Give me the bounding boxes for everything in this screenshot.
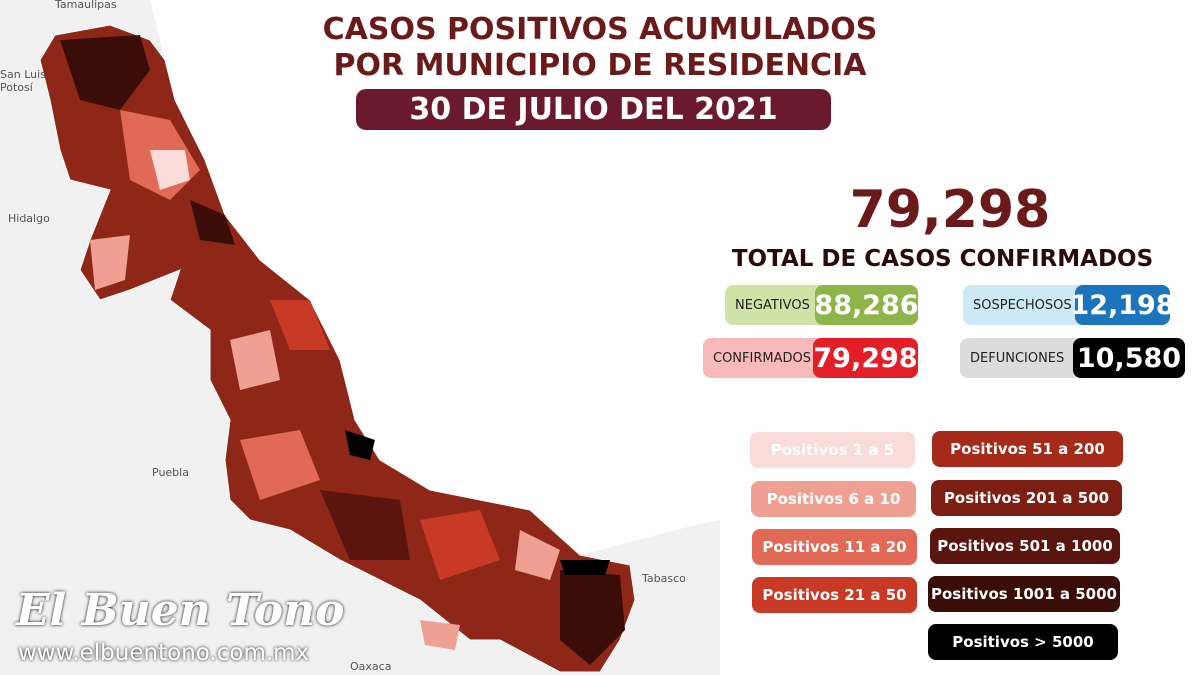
region bbox=[150, 150, 190, 190]
date-banner: 30 DE JULIO DEL 2021 bbox=[356, 89, 831, 130]
region bbox=[240, 430, 320, 500]
map-label: San Luis bbox=[0, 68, 46, 81]
title-line: POR MUNICIPIO DE RESIDENCIA bbox=[333, 48, 867, 83]
region bbox=[345, 430, 375, 460]
title-line: CASOS POSITIVOS ACUMULADOS bbox=[322, 12, 878, 47]
legend-item: Positivos 51 a 200 bbox=[932, 431, 1123, 467]
region bbox=[60, 35, 150, 110]
legend-item: Positivos 11 a 20 bbox=[752, 529, 917, 565]
total-value: 79,298 bbox=[849, 180, 1051, 240]
legend-item: Positivos 201 a 500 bbox=[931, 480, 1122, 516]
map-label: Tabasco bbox=[641, 572, 686, 585]
stat-value: 79,298 bbox=[813, 338, 918, 378]
stat-label: CONFIRMADOS bbox=[703, 338, 833, 378]
stat-label: DEFUNCIONES bbox=[960, 338, 1093, 378]
legend-item: Positivos 501 a 1000 bbox=[930, 528, 1120, 564]
legend-item: Positivos 21 a 50 bbox=[752, 577, 917, 613]
watermark-url: www.elbuentono.com.mx bbox=[18, 640, 310, 666]
watermark-name: El Buen Tono bbox=[16, 585, 345, 636]
map-label: Hidalgo bbox=[8, 212, 50, 225]
stat-label: SOSPECHOSOS bbox=[963, 285, 1095, 325]
legend-item: Positivos 1001 a 5000 bbox=[928, 576, 1120, 612]
sea bbox=[150, 0, 720, 555]
state bbox=[39, 24, 636, 673]
region bbox=[230, 330, 280, 390]
map-label: Puebla bbox=[152, 466, 189, 479]
map-label: Tamaulipas bbox=[54, 0, 117, 11]
total-label: TOTAL DE CASOS CONFIRMADOS bbox=[731, 246, 1154, 272]
region bbox=[90, 235, 130, 290]
region bbox=[515, 530, 560, 580]
region bbox=[270, 300, 330, 350]
stat-value: 88,286 bbox=[814, 285, 919, 325]
region bbox=[560, 570, 625, 665]
region bbox=[190, 200, 235, 245]
region bbox=[420, 510, 500, 580]
map-label: Oaxaca bbox=[350, 660, 391, 673]
map-label: Potosí bbox=[0, 81, 34, 94]
region bbox=[560, 560, 610, 575]
region bbox=[420, 620, 460, 650]
legend-item: Positivos 1 a 5 bbox=[750, 432, 915, 468]
stat-value: 12,198 bbox=[1070, 285, 1175, 325]
region bbox=[320, 490, 410, 560]
legend-item: Positivos 6 a 10 bbox=[751, 481, 916, 517]
stat-value: 10,580 bbox=[1073, 338, 1185, 378]
legend-item: Positivos > 5000 bbox=[928, 624, 1118, 660]
